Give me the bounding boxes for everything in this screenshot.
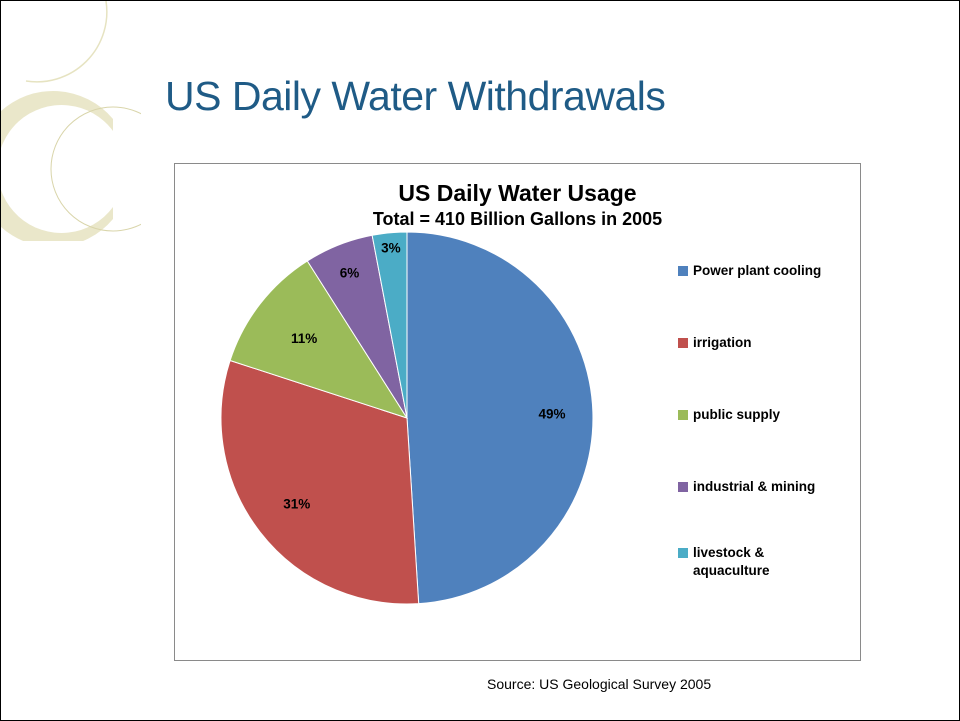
legend-label: public supply [693,407,781,422]
pie-slice-irrigation [220,359,420,605]
data-label: 3% [381,241,401,256]
legend-swatch [678,338,688,348]
data-label: 49% [538,406,565,421]
chart-title: US Daily Water Usage [398,180,637,206]
legend-label: livestock & aquaculture [693,545,770,578]
pie-slice-public-supply [229,260,409,419]
decorative-rings [1,1,141,241]
data-label: 31% [283,497,310,512]
legend-label: Power plant cooling [693,263,822,278]
legend-swatch [678,548,688,558]
legend-label: irrigation [693,335,752,350]
legend-item: industrial & mining [678,478,853,496]
source-note: Source: US Geological Survey 2005 [487,676,712,692]
legend-swatch [678,482,688,492]
legend-label: industrial & mining [693,479,816,494]
chart-container: US Daily Water Usage Total = 410 Billion… [174,163,861,661]
chart-subtitle: Total = 410 Billion Gallons in 2005 [372,209,663,229]
legend-swatch [678,266,688,276]
pie-chart: 49% 31% 11% 6% 3% [220,231,594,605]
pie-slice-power-plant-cooling [406,231,594,605]
legend-swatch [678,410,688,420]
data-label: 11% [291,331,317,346]
slide-title: US Daily Water Withdrawals [165,73,666,119]
legend-item: Power plant cooling [678,262,853,280]
legend-item: irrigation [678,334,853,352]
legend-item: public supply [678,406,853,424]
legend-item: livestock & aquaculture [678,544,853,580]
data-label: 6% [340,266,360,281]
pie-slice-livestock-aquaculture [371,231,408,419]
